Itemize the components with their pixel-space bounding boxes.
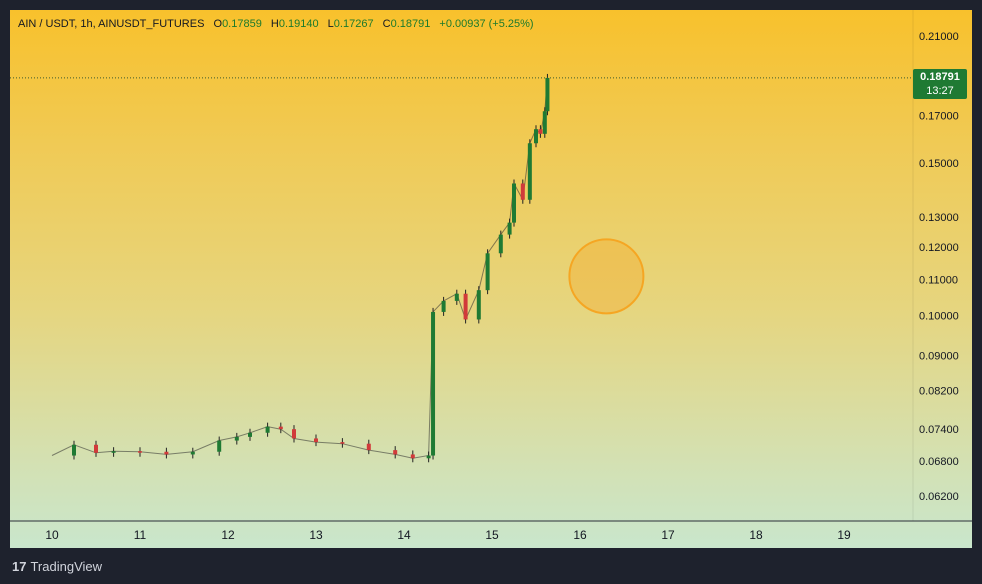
ohlc-legend: AIN / USDT, 1h, AINUSDT_FUTURES O0.17859… [18,18,534,30]
y-tick-label: 0.21000 [919,31,959,43]
candle-body [217,440,222,452]
candle-body [485,253,490,291]
bar-countdown: 13:27 [926,84,954,97]
y-tick-label: 0.09000 [919,350,959,362]
x-tick-label: 13 [309,528,323,542]
candle-body [538,129,543,134]
y-tick-label: 0.17000 [919,111,959,123]
candle-body [138,451,142,453]
candle-body [507,222,512,235]
candle-body [292,429,296,439]
y-tick-label: 0.13000 [919,212,959,224]
candle-body [498,234,503,254]
x-tick-label: 17 [661,528,675,542]
candle-body [190,451,195,455]
candle-body [72,444,76,456]
brand-name: TradingView [30,559,103,574]
change-value: +0.00937 (+5.25%) [439,18,534,30]
high-label: H [270,18,279,30]
y-tick-label: 0.07400 [919,424,959,436]
candle-body [476,290,481,320]
candle-body [164,451,169,455]
y-tick-label: 0.06800 [919,456,959,468]
candle-body [545,77,550,112]
y-tick-label: 0.08200 [919,385,959,397]
x-tick-label: 19 [837,528,851,542]
low-value: 0.17267 [333,18,374,30]
candle-body [265,426,270,433]
tradingview-logo[interactable]: 17 TradingView [12,559,102,574]
y-tick-label: 0.10000 [919,311,959,323]
candle-body [111,451,116,453]
x-tick-label: 15 [485,528,499,542]
candle-body [542,111,547,134]
y-tick-label: 0.06200 [919,491,959,503]
x-tick-label: 18 [749,528,763,542]
candle-body [426,455,431,459]
candle-body [527,143,532,200]
candle-body [340,442,345,444]
y-tick-label: 0.15000 [919,158,959,170]
close-label: C [382,18,391,30]
candle-body [454,293,459,301]
price-chart[interactable]: 0.21000 0.17000 0.15000 0.13000 0.12000 0.110… [10,10,972,548]
high-value: 0.19140 [278,18,319,30]
chart-pane[interactable]: 0.21000 0.17000 0.15000 0.13000 0.12000 0.110… [10,10,972,548]
candle-body [393,450,398,455]
highlight-circle [568,238,645,315]
candle-body [512,183,516,223]
tradingview-logo-icon: 17 [12,559,27,574]
x-tick-label: 12 [221,528,235,542]
candle-body [520,183,525,200]
candle-body [314,438,318,443]
candle-body [410,454,415,459]
symbol-title: AIN / USDT, 1h, AINUSDT_FUTURES [18,18,205,30]
candle-body [366,443,371,451]
last-price-value: 0.18791 [920,70,960,83]
candle-body [463,293,468,320]
candle-body [431,311,436,456]
candle-body [248,432,252,437]
candle-body [534,129,538,144]
last-price-tag: 0.18791 13:27 [913,68,967,99]
candle-body [234,436,239,441]
x-tick-label: 14 [397,528,411,542]
candle-body [94,444,98,453]
candle-body [441,300,446,312]
footer-bar: 17 TradingView [0,548,982,584]
y-tick-label: 0.12000 [919,242,959,254]
low-label: L [327,18,334,30]
candle-body [278,426,283,430]
y-tick-label: 0.11000 [919,275,958,287]
close-value: 0.18791 [390,18,431,30]
open-label: O [213,18,223,30]
x-tick-label: 16 [573,528,587,542]
x-tick-label: 10 [45,528,59,542]
x-tick-label: 11 [134,528,147,542]
open-value: 0.17859 [222,18,262,30]
price-series-line [51,77,548,459]
